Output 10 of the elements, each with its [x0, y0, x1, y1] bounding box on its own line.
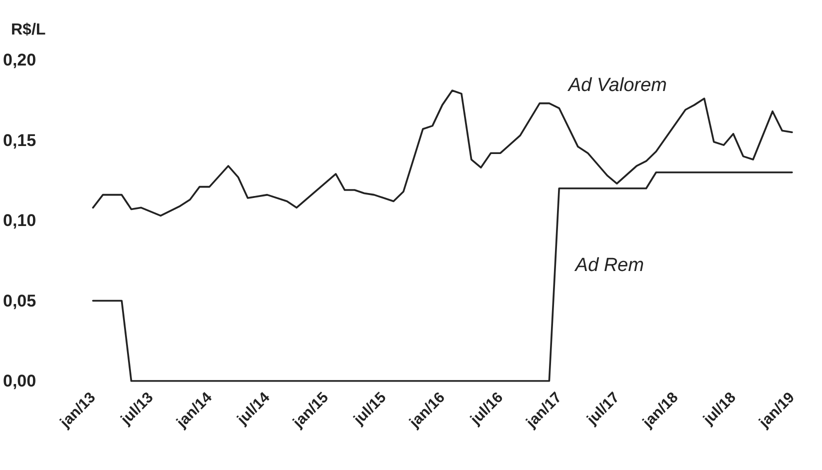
y-tick-label: 0,15 [3, 130, 36, 150]
y-axis-title: R$/L [11, 22, 46, 38]
y-tick-label: 0,00 [3, 372, 36, 390]
line-series [92, 171, 793, 382]
y-tick-label: 0,05 [3, 291, 36, 310]
series-label: Ad Valorem [567, 75, 667, 96]
y-tick-label: 0,10 [3, 211, 36, 230]
y-tick-label: 0,20 [3, 50, 36, 70]
series-label: Ad Rem [574, 254, 644, 276]
line-series [92, 90, 793, 217]
